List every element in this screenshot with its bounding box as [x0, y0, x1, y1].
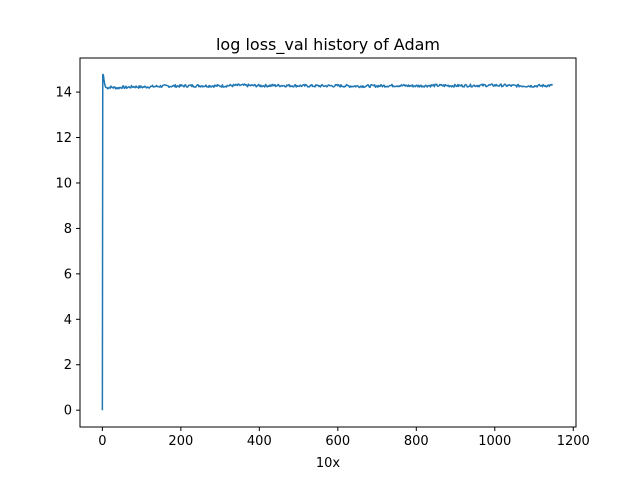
y-tick-label: 14 — [55, 86, 72, 101]
y-tick-label: 2 — [64, 358, 72, 373]
x-tick-label: 400 — [247, 434, 272, 449]
y-tick-label: 8 — [64, 222, 72, 237]
x-tick-label: 200 — [168, 434, 193, 449]
x-tick-label: 1000 — [478, 434, 511, 449]
x-axis-label: 10x — [316, 456, 341, 471]
y-tick-label: 6 — [64, 267, 72, 282]
y-tick-label: 4 — [64, 313, 72, 328]
y-tick-label: 12 — [55, 131, 72, 146]
x-tick-label: 0 — [98, 434, 106, 449]
series-layer — [101, 73, 554, 411]
plot-area — [79, 57, 577, 428]
y-tick-label: 0 — [64, 404, 72, 419]
x-tick-label: 800 — [404, 434, 429, 449]
axis-ticks: 0 200 400 600 800 1000 1200 0 2 4 6 8 10 12 14 — [55, 86, 589, 449]
y-tick-label: 10 — [55, 176, 72, 191]
x-tick-label: 1200 — [557, 434, 590, 449]
chart-title: log loss_val history of Adam — [216, 35, 440, 55]
x-tick-label: 600 — [325, 434, 350, 449]
series-line-0 — [101, 73, 554, 411]
